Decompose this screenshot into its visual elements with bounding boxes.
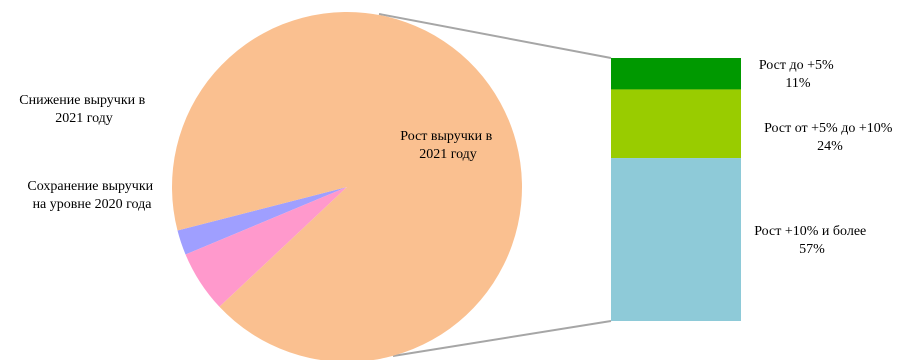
bar-segment-over10	[611, 158, 741, 321]
pie-slice-growth	[172, 12, 523, 360]
pie-label-same: Сохранение выручки на уровне 2020 года	[27, 179, 156, 212]
bar-segment-5to10	[611, 89, 741, 159]
pie	[172, 12, 523, 360]
bar-label-over10: Рост +10% и более 57%	[754, 224, 870, 257]
connector-top	[378, 13, 612, 59]
connector-bottom	[392, 320, 612, 357]
pie-slice-same	[185, 187, 347, 307]
pie-label-growth: Рост выручки в 2021 году	[400, 129, 495, 162]
bar-label-5to10: Рост от +5% до +10% 24%	[764, 121, 896, 154]
connector-lines	[378, 13, 612, 357]
bar-label-upto5: Рост до +5% 11%	[759, 58, 837, 91]
stacked-bar	[611, 58, 741, 321]
pie-label-decline: Снижение выручки в 2021 году	[19, 93, 149, 126]
pie-slice-decline	[177, 187, 347, 255]
bar-segment-upto5	[611, 58, 741, 90]
